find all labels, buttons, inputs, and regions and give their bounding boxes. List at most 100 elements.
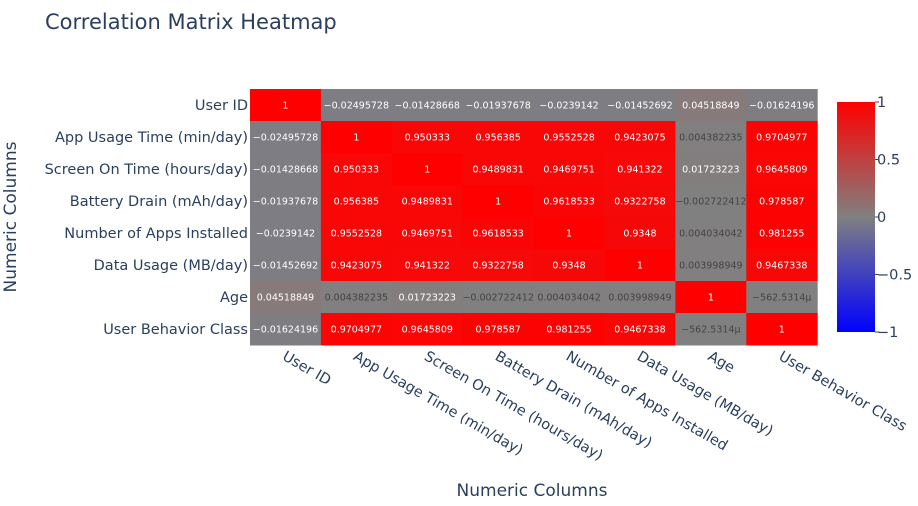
heatmap-cell-label: 0.004034042 <box>537 293 600 304</box>
heatmap-cell <box>250 89 322 122</box>
heatmap-cell <box>604 281 676 314</box>
heatmap-cell-label: −0.0239142 <box>539 101 598 112</box>
heatmap-cell-label: 0.003998949 <box>608 293 671 304</box>
heatmap-cell <box>462 121 535 154</box>
heatmap-cell <box>250 185 322 218</box>
heatmap-cell <box>675 249 747 282</box>
heatmap-cell-label: 0.004382235 <box>325 293 388 304</box>
heatmap-cell <box>675 281 747 314</box>
heatmap-cell-label: 0.9322758 <box>614 197 665 208</box>
heatmap-cell <box>462 249 535 282</box>
heatmap-cell <box>675 121 747 154</box>
heatmap-cell-label: −0.01428668 <box>395 101 460 112</box>
heatmap-cell-label: −0.02495728 <box>324 101 389 112</box>
heatmap-cell-label: 0.9618533 <box>543 197 594 208</box>
y-tick-age: Age <box>220 290 248 306</box>
heatmap-cell <box>462 89 535 122</box>
heatmap-cell-label: 0.9423075 <box>331 261 382 272</box>
heatmap-cell <box>391 153 464 186</box>
heatmap-cell-label: 0.978587 <box>475 325 520 336</box>
heatmap-cell <box>320 249 393 282</box>
heatmap-cell-label: 0.9704977 <box>756 133 807 144</box>
y-tick-battery-drain-mah-day: Battery Drain (mAh/day) <box>70 194 248 210</box>
heatmap-cell <box>746 249 818 282</box>
colorbar-tick-label: 0 <box>877 210 886 226</box>
heatmap-cell <box>675 217 747 250</box>
heatmap-cell <box>391 249 464 282</box>
heatmap-cell <box>675 89 747 122</box>
heatmap-cell <box>746 153 818 186</box>
colorbar-tick-label: −1 <box>877 325 898 341</box>
heatmap-cell-label: −0.01452692 <box>253 261 318 272</box>
heatmap-cell-label: −0.01428668 <box>253 165 318 176</box>
colorbar-tick-label: 0.5 <box>877 153 900 169</box>
heatmap-cell <box>533 249 605 282</box>
heatmap-cell-label: −0.01624196 <box>253 325 318 336</box>
heatmap-cell-label: 0.950333 <box>405 133 450 144</box>
heatmap-cell-label: 1 <box>708 293 714 304</box>
heatmap-cell-label: 0.9645809 <box>756 165 807 176</box>
heatmap-cell-label: −0.002722412 <box>462 293 533 304</box>
heatmap-cell-label: 0.004034042 <box>679 229 742 240</box>
heatmap-cell <box>320 121 393 154</box>
heatmap-cell-label: 1 <box>424 165 430 176</box>
colorbar: 1 0.5 0 −0.5 −1 <box>837 95 912 341</box>
heatmap-cell <box>746 217 818 250</box>
heatmap-cell-label: −0.02495728 <box>253 133 318 144</box>
heatmap-cell-label: 0.941322 <box>405 261 450 272</box>
heatmap-cell <box>746 185 818 218</box>
x-tick-user-behavior-class: User Behavior Class <box>776 349 909 435</box>
heatmap-cell-label: −0.01452692 <box>607 101 672 112</box>
heatmap-cell-label: 0.9348 <box>552 261 585 272</box>
heatmap-cell-label: 0.004382235 <box>679 133 742 144</box>
heatmap-cell <box>604 89 676 122</box>
heatmap-cell <box>746 121 818 154</box>
heatmap-cell <box>250 281 322 314</box>
heatmap-cell <box>746 89 818 122</box>
heatmap-cell <box>462 153 535 186</box>
heatmap-cell <box>320 313 393 346</box>
y-tick-data-usage-mb-day: Data Usage (MB/day) <box>94 258 248 274</box>
heatmap-cell-label: 0.9423075 <box>614 133 665 144</box>
heatmap-cell-label: 0.956385 <box>475 133 520 144</box>
heatmap-cell-label: −562.5314μ <box>752 293 811 304</box>
heatmap-cell-label: −0.0239142 <box>256 229 315 240</box>
x-tick-age: Age <box>705 349 737 377</box>
heatmap-cell-label: 0.956385 <box>334 197 379 208</box>
heatmap-cell <box>604 249 676 282</box>
heatmap-cell <box>462 313 535 346</box>
heatmap-cell <box>320 281 393 314</box>
heatmap-cell-label: 0.9704977 <box>331 325 382 336</box>
heatmap-cell <box>533 217 605 250</box>
y-tick-user-behavior-class: User Behavior Class <box>103 322 248 338</box>
heatmap-cell-label: 0.981255 <box>546 325 591 336</box>
heatmap-cell-label: 0.9469751 <box>402 229 453 240</box>
heatmap-cell-label: 0.003998949 <box>679 261 742 272</box>
heatmap-cell-label: 0.04518849 <box>257 293 314 304</box>
heatmap-cell <box>391 89 464 122</box>
heatmap-cell <box>604 217 676 250</box>
heatmap-cell <box>604 121 676 154</box>
heatmap-cell <box>533 185 605 218</box>
heatmap-cell-label: 0.01723223 <box>399 293 456 304</box>
heatmap-cell <box>604 313 676 346</box>
heatmap-cell-label: 0.981255 <box>759 229 804 240</box>
heatmap-cell-label: 0.950333 <box>334 165 379 176</box>
heatmap-cell-label: −0.002722412 <box>675 197 746 208</box>
heatmap-cell <box>533 313 605 346</box>
heatmap-cell <box>250 313 322 346</box>
heatmap-cell-label: 0.9467338 <box>756 261 807 272</box>
x-tick-user-id: User ID <box>279 349 333 389</box>
heatmap-cell-label: −0.01937678 <box>465 101 530 112</box>
heatmap-cell <box>320 217 393 250</box>
heatmap-cell-label: 0.9645809 <box>402 325 453 336</box>
heatmap-cell-label: 0.01723223 <box>682 165 739 176</box>
heatmap-cell-label: −562.5314μ <box>681 325 740 336</box>
heatmap-cell <box>533 153 605 186</box>
heatmap-cell-label: 0.9618533 <box>472 229 523 240</box>
heatmap-cell-label: 0.9348 <box>623 229 656 240</box>
colorbar-tick-label: −0.5 <box>877 268 912 284</box>
x-axis-tick-labels: User ID App Usage Time (min/day)Screen On… <box>279 349 909 465</box>
heatmap-cell <box>250 153 322 186</box>
